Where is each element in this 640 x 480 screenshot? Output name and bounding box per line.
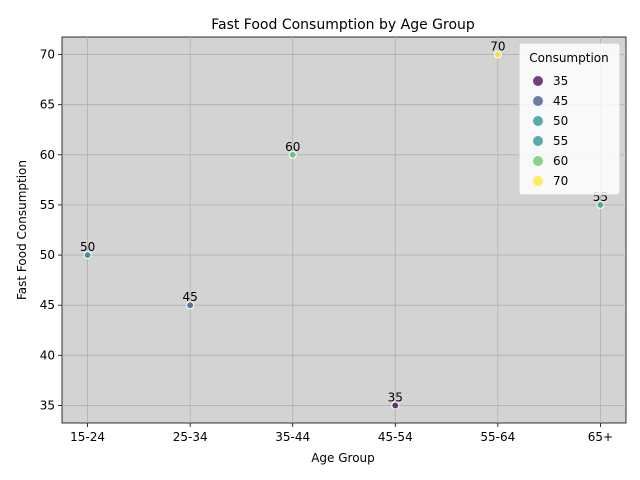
data-point <box>493 50 502 59</box>
legend-marker <box>533 116 543 126</box>
x-axis-label: Age Group <box>311 451 375 465</box>
data-point <box>288 150 297 159</box>
y-tick-label: 45 <box>40 298 55 312</box>
y-tick-label: 50 <box>40 248 55 262</box>
x-tick-label: 35-44 <box>275 430 310 444</box>
y-tick-label: 40 <box>40 348 55 362</box>
data-point <box>186 301 195 310</box>
legend-label: 55 <box>553 134 568 148</box>
y-tick-label: 35 <box>40 398 55 412</box>
legend-label: 35 <box>553 74 568 88</box>
legend-label: 45 <box>553 94 568 108</box>
x-tick-label: 25-34 <box>173 430 208 444</box>
grid-lines <box>62 37 626 423</box>
data-point <box>83 251 92 260</box>
y-axis-label: Fast Food Consumption <box>15 160 29 300</box>
data-label: 45 <box>183 290 198 304</box>
legend: Consumption 35 45 50 55 60 70 <box>518 42 621 196</box>
legend-title: Consumption <box>529 51 608 65</box>
legend-marker <box>533 176 543 186</box>
x-axis-ticks: 15-24 25-34 35-44 45-54 55-64 65+ <box>70 423 613 444</box>
legend-label: 70 <box>553 174 568 188</box>
y-tick-label: 70 <box>40 48 55 62</box>
data-label: 50 <box>80 240 95 254</box>
data-label: 35 <box>388 390 403 404</box>
data-point <box>391 401 400 410</box>
data-points <box>83 50 605 410</box>
x-tick-label: 65+ <box>588 430 613 444</box>
x-tick-label: 55-64 <box>480 430 515 444</box>
legend-marker <box>533 156 543 166</box>
data-label: 60 <box>285 140 300 154</box>
legend-marker <box>533 76 543 86</box>
legend-marker <box>533 136 543 146</box>
y-tick-label: 65 <box>40 98 55 112</box>
x-tick-label: 15-24 <box>70 430 105 444</box>
legend-label: 60 <box>553 154 568 168</box>
y-tick-label: 60 <box>40 148 55 162</box>
legend-entries: 35 45 50 55 60 70 <box>533 74 568 188</box>
data-label: 70 <box>490 40 505 54</box>
x-tick-label: 45-54 <box>378 430 413 444</box>
data-point <box>596 200 605 209</box>
y-tick-label: 55 <box>40 198 55 212</box>
legend-box <box>518 42 621 196</box>
legend-marker <box>533 96 543 106</box>
chart-title: Fast Food Consumption by Age Group <box>211 17 475 33</box>
legend-label: 50 <box>553 114 568 128</box>
y-axis-ticks: 35 40 45 50 55 60 65 70 <box>40 48 62 412</box>
